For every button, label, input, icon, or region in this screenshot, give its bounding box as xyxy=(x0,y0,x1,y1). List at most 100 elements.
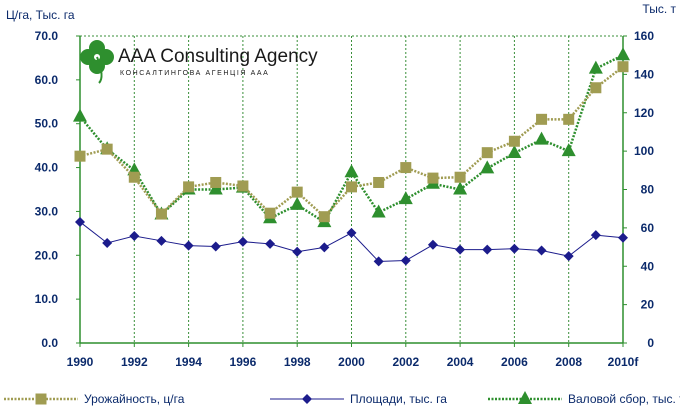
clover-leaf xyxy=(80,49,96,66)
data-point xyxy=(563,113,575,125)
data-point xyxy=(208,181,223,195)
series-line xyxy=(79,54,624,224)
data-point xyxy=(155,208,167,220)
data-point xyxy=(265,238,276,249)
data-point xyxy=(454,171,466,183)
logo: AAA Consulting Agency КОНСАЛТИНГОВА АГЕН… xyxy=(80,40,318,84)
data-point xyxy=(563,251,574,262)
data-point xyxy=(102,238,113,249)
right-tick-label: 100 xyxy=(634,144,654,158)
data-point xyxy=(455,244,466,255)
data-point xyxy=(561,143,576,157)
left-axis-label: Ц/га, Тыс. га xyxy=(6,8,75,22)
data-point xyxy=(319,242,330,253)
data-point xyxy=(75,216,85,227)
tick-labels: 0.0 10.0 20.0 30.0 40.0 50.0 60.0 70.0 0 20 40 60 80… xyxy=(35,29,655,369)
x-tick-label: 2004 xyxy=(447,355,474,369)
legend-label: Валовой сбор, тыс. т xyxy=(568,392,680,406)
data-point xyxy=(371,204,386,218)
left-tick-label: 10.0 xyxy=(35,292,59,306)
x-tick-label: 2010f xyxy=(608,355,640,369)
clover-icon xyxy=(80,40,114,84)
data-point xyxy=(344,164,359,178)
data-point xyxy=(536,113,548,125)
x-tick-label: 2008 xyxy=(555,355,582,369)
data-point xyxy=(590,230,601,241)
data-point xyxy=(346,227,357,238)
axes xyxy=(76,35,627,347)
data-point xyxy=(101,143,113,155)
data-point xyxy=(210,241,221,252)
x-tick-label: 1994 xyxy=(175,355,202,369)
right-tick-label: 160 xyxy=(634,29,654,43)
data-point xyxy=(373,176,385,188)
data-point xyxy=(291,186,303,198)
data-point xyxy=(508,135,520,147)
data-point xyxy=(481,147,493,159)
x-tick-label: 1990 xyxy=(67,355,94,369)
data-point xyxy=(400,255,411,266)
left-tick-label: 40.0 xyxy=(35,161,59,175)
data-point xyxy=(507,145,522,159)
right-tick-label: 80 xyxy=(641,183,655,197)
data-point xyxy=(264,207,276,219)
x-tick-label: 1998 xyxy=(284,355,311,369)
x-tick-label: 1992 xyxy=(121,355,148,369)
data-point xyxy=(156,235,167,246)
data-point xyxy=(616,47,630,61)
data-point xyxy=(346,181,357,193)
data-point xyxy=(74,150,86,162)
logo-title: AAA Consulting Agency xyxy=(118,46,318,67)
data-point xyxy=(290,196,305,210)
data-point xyxy=(398,191,413,205)
data-point xyxy=(534,131,549,145)
left-tick-label: 50.0 xyxy=(35,117,59,131)
data-point xyxy=(237,180,249,192)
right-tick-label: 140 xyxy=(634,67,654,81)
data-point xyxy=(590,82,602,94)
data-point xyxy=(482,244,493,255)
data-point xyxy=(128,171,140,183)
left-tick-label: 20.0 xyxy=(35,248,59,262)
legend-marker xyxy=(518,391,532,404)
data-point xyxy=(509,243,520,254)
data-point xyxy=(183,240,194,251)
data-point xyxy=(210,176,222,188)
data-point xyxy=(536,245,547,256)
data-point xyxy=(183,181,195,193)
data-point xyxy=(617,61,629,73)
data-point xyxy=(588,60,603,74)
right-tick-label: 0 xyxy=(647,336,654,350)
data-point xyxy=(453,181,468,195)
legend: Урожайность, ц/га Площади, тыс. га Валовой… xyxy=(4,391,680,406)
left-tick-label: 0.0 xyxy=(41,336,58,350)
data-point xyxy=(237,236,248,247)
data-point xyxy=(480,160,495,174)
data-point xyxy=(129,230,140,241)
legend-marker xyxy=(302,394,312,404)
data-point xyxy=(618,232,628,243)
data-point xyxy=(292,246,303,257)
legend-marker xyxy=(35,393,47,405)
data-point xyxy=(373,256,384,267)
right-tick-label: 60 xyxy=(641,221,655,235)
x-tick-label: 2002 xyxy=(392,355,419,369)
legend-label: Урожайность, ц/га xyxy=(84,392,185,406)
series-layer xyxy=(73,47,630,267)
data-point xyxy=(427,172,439,184)
left-tick-label: 60.0 xyxy=(35,73,59,87)
data-point xyxy=(427,239,438,250)
x-tick-label: 2000 xyxy=(338,355,365,369)
right-tick-label: 20 xyxy=(641,298,655,312)
series-diamond xyxy=(75,216,628,267)
right-tick-label: 120 xyxy=(634,106,654,120)
right-tick-label: 40 xyxy=(641,259,655,273)
left-tick-label: 30.0 xyxy=(35,204,59,218)
logo-subtitle: КОНСАЛТИНГОВА АГЕНЦІЯ ААА xyxy=(120,70,269,77)
clover-stem xyxy=(96,56,103,84)
x-tick-label: 1996 xyxy=(230,355,257,369)
x-tick-label: 2006 xyxy=(501,355,528,369)
data-point xyxy=(73,108,87,122)
data-point xyxy=(400,162,412,174)
